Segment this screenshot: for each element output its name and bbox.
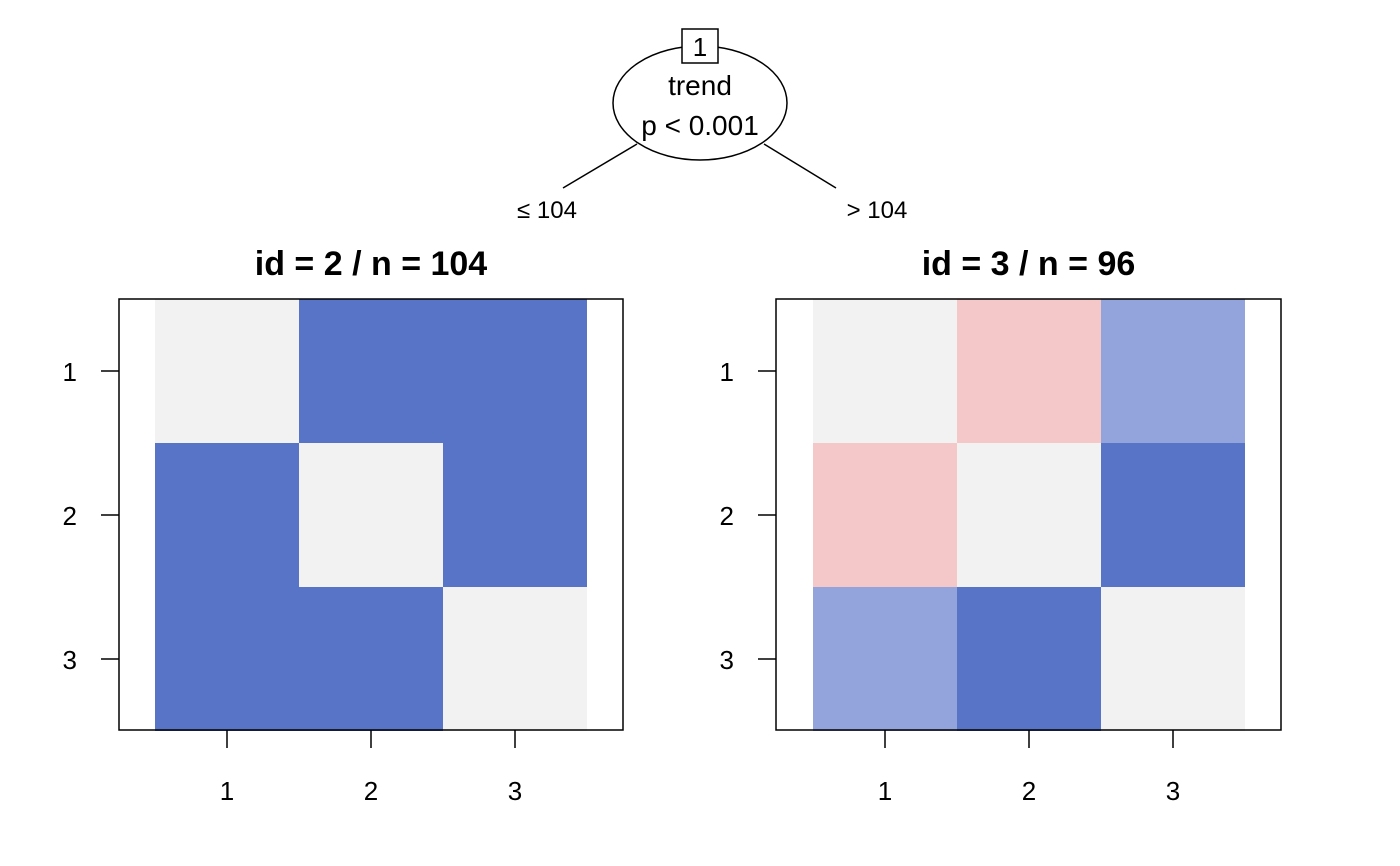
- heatmap-cell-r3-c3: [1101, 587, 1245, 731]
- node-pvalue-label: p < 0.001: [641, 110, 759, 141]
- heatmap-cell-r2-c3: [1101, 443, 1245, 587]
- heatmap-cell-r1-c2: [299, 299, 443, 443]
- heatmap-cell-r3-c1: [155, 587, 299, 731]
- node-id-box: [681, 28, 719, 64]
- x-tick-label: 2: [364, 776, 378, 806]
- node-id-label: 1: [693, 32, 707, 62]
- heatmap-cell-r2-c2: [299, 443, 443, 587]
- heatmap-cell-r2-c1: [155, 443, 299, 587]
- heatmap-cell-r1-c1: [813, 299, 957, 443]
- tree-root-node: 1 trend p < 0.001: [562, 28, 837, 189]
- heatmap-cell-r2-c1: [813, 443, 957, 587]
- heatmap-cell-r3-c1: [813, 587, 957, 731]
- terminal-node-panel-3: id = 3 / n = 96 1 2 3 1 2 3: [720, 245, 1282, 806]
- y-tick-label: 1: [63, 357, 77, 387]
- heatmap-cell-r3-c3: [443, 587, 587, 731]
- edge-left-label: ≤ 104: [517, 197, 577, 224]
- terminal-node-panel-2: id = 2 / n = 104 1 2 3 1 2 3: [63, 245, 624, 806]
- panel-title: id = 2 / n = 104: [255, 245, 488, 283]
- heatmap-cell-r1-c3: [1101, 299, 1245, 443]
- y-tick-label: 3: [63, 645, 77, 675]
- edge-right-label: > 104: [847, 197, 908, 224]
- y-tick-label: 2: [63, 501, 77, 531]
- x-tick-label: 3: [1166, 776, 1180, 806]
- heatmap-cell-r2-c2: [957, 443, 1101, 587]
- x-tick-label: 1: [220, 776, 234, 806]
- panel-title: id = 3 / n = 96: [922, 245, 1136, 283]
- heatmap-cell-r2-c3: [443, 443, 587, 587]
- heatmap-cell-r1-c3: [443, 299, 587, 443]
- heatmap-cell-r3-c2: [299, 587, 443, 731]
- heatmap-cell-r1-c2: [957, 299, 1101, 443]
- edge-right-line: [763, 143, 837, 189]
- y-tick-label: 3: [720, 645, 734, 675]
- x-tick-label: 3: [508, 776, 522, 806]
- y-tick-label: 1: [720, 357, 734, 387]
- node-variable-label: trend: [668, 70, 732, 101]
- x-tick-label: 2: [1022, 776, 1036, 806]
- heatmap-cell-r1-c1: [155, 299, 299, 443]
- edge-left-line: [562, 143, 638, 189]
- y-tick-label: 2: [720, 501, 734, 531]
- heatmap-cell-r3-c2: [957, 587, 1101, 731]
- x-tick-label: 1: [878, 776, 892, 806]
